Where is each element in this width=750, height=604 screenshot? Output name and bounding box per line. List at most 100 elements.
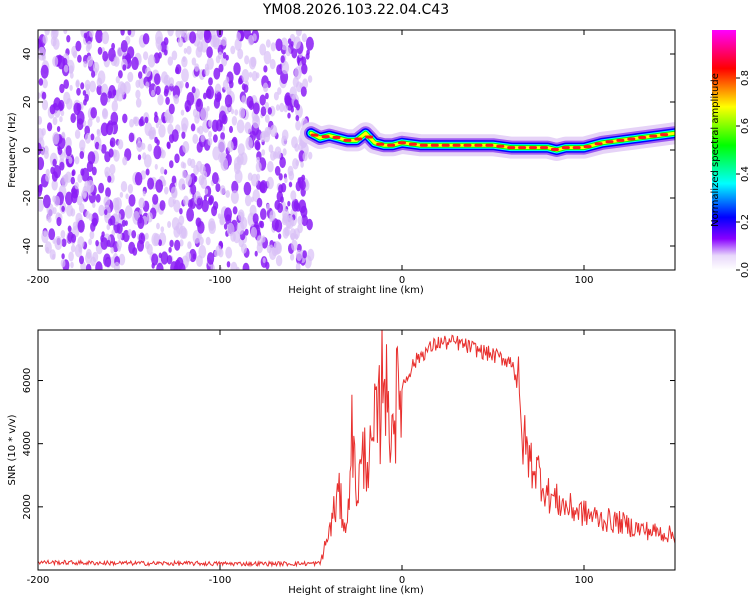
heatmap-cell	[259, 43, 267, 56]
heatmap-cell	[138, 197, 145, 209]
heatmap-ridge-peak	[354, 137, 363, 141]
x-tick-label: -200	[27, 575, 50, 586]
heatmap-cell	[52, 132, 60, 145]
heatmap-cell	[269, 58, 276, 70]
heatmap-cell	[145, 241, 150, 250]
heatmap-ridge-peak	[529, 146, 537, 150]
heatmap-cell	[118, 253, 126, 266]
heatmap-cell	[74, 129, 81, 139]
heatmap-cell	[215, 183, 221, 193]
heatmap-cell	[75, 40, 82, 52]
heatmap-cell	[84, 125, 90, 136]
heatmap-cell	[137, 137, 141, 144]
heatmap-cell	[65, 145, 72, 157]
heatmap-cell	[217, 51, 223, 60]
heatmap-cell	[295, 81, 303, 93]
heatmap-cell	[302, 152, 308, 162]
heatmap-cell	[54, 236, 63, 250]
heatmap-cell	[80, 82, 85, 90]
heatmap-cell	[113, 261, 120, 270]
heatmap-cell	[261, 149, 266, 156]
y-tick-label: 6000	[22, 368, 33, 393]
heatmap-cell	[168, 246, 172, 253]
heatmap-cell	[208, 218, 216, 231]
heatmap-cell	[301, 33, 307, 43]
heatmap-cell	[302, 78, 309, 89]
heatmap-cell	[291, 239, 298, 252]
heatmap-cell	[77, 173, 83, 183]
heatmap-cell	[38, 156, 45, 171]
heatmap-cell	[119, 191, 124, 198]
heatmap-cell	[216, 91, 222, 101]
heatmap-cell	[43, 231, 48, 238]
heatmap-cell	[231, 180, 239, 194]
snr-frame	[37, 329, 676, 571]
heatmap-cell	[122, 64, 127, 71]
heatmap-cell	[208, 119, 213, 128]
heatmap-cell	[157, 94, 164, 106]
heatmap-ridge-peak	[518, 146, 527, 150]
heatmap-cell	[51, 179, 58, 191]
heatmap-cell	[250, 226, 258, 238]
heatmap-cell	[184, 34, 189, 42]
heatmap-cell	[40, 64, 49, 79]
heatmap-cell	[74, 156, 80, 165]
heatmap-cell	[91, 70, 96, 78]
heatmap-cell	[244, 121, 252, 134]
heatmap-cell	[275, 242, 283, 254]
heatmap-cell	[242, 262, 250, 270]
heatmap-cell	[183, 47, 188, 54]
heatmap-cell	[88, 238, 92, 246]
heatmap-cell	[95, 193, 101, 203]
heatmap-cell	[277, 233, 282, 240]
heatmap-cell	[163, 37, 169, 46]
heatmap-cell	[196, 30, 205, 40]
heatmap-cell	[70, 113, 76, 124]
heatmap-cell	[107, 90, 112, 99]
heatmap-ridge-peak	[638, 136, 647, 139]
heatmap-cell	[79, 255, 84, 265]
heatmap-cell	[77, 54, 82, 63]
heatmap-cell	[85, 263, 92, 270]
heatmap-cell	[57, 147, 63, 155]
heatmap-cell	[68, 156, 73, 164]
heatmap-cell	[213, 201, 219, 211]
heatmap-cell	[154, 111, 158, 118]
heatmap-cell	[204, 67, 210, 77]
heatmap-cell	[66, 98, 73, 110]
heatmap-cell	[155, 85, 161, 96]
heatmap-cell	[264, 114, 270, 123]
heatmap-cell	[85, 210, 90, 219]
heatmap-cell	[90, 222, 96, 232]
heatmap-cell	[220, 157, 229, 171]
heatmap-cell	[292, 158, 299, 170]
heatmap-ridge-peak	[594, 142, 603, 146]
heatmap-cell	[183, 195, 189, 206]
heatmap-cell	[169, 239, 174, 248]
heatmap-cell	[57, 135, 66, 150]
snr-panel: -200 -100 0 100 6000 4000 2000 Height of stra…	[7, 329, 676, 596]
heatmap-cell	[165, 96, 170, 105]
heatmap-cell	[295, 120, 301, 131]
heatmap-cell	[38, 116, 43, 125]
heatmap-cell	[90, 133, 95, 141]
heatmap-cell	[59, 83, 65, 94]
heatmap-cell	[186, 207, 195, 222]
heatmap-cell	[179, 208, 183, 215]
colorbar-label: Normalized spectral amplitude	[710, 73, 721, 227]
heatmap-cell	[287, 200, 291, 207]
heatmap-cell	[241, 95, 247, 104]
heatmap-cell	[274, 200, 281, 210]
heatmap-cell	[158, 124, 166, 138]
heatmap-cell	[59, 161, 65, 171]
heatmap-cell	[147, 54, 156, 68]
heatmap-cell	[82, 192, 87, 200]
heatmap-cell	[225, 214, 232, 226]
heatmap-cell	[80, 168, 85, 176]
heatmap-cell	[302, 250, 308, 259]
heatmap-cell	[118, 70, 123, 79]
heatmap-cell	[274, 165, 281, 176]
heatmap-cell	[110, 247, 115, 254]
heatmap-cell	[104, 209, 108, 216]
heatmap-cell	[83, 61, 87, 68]
